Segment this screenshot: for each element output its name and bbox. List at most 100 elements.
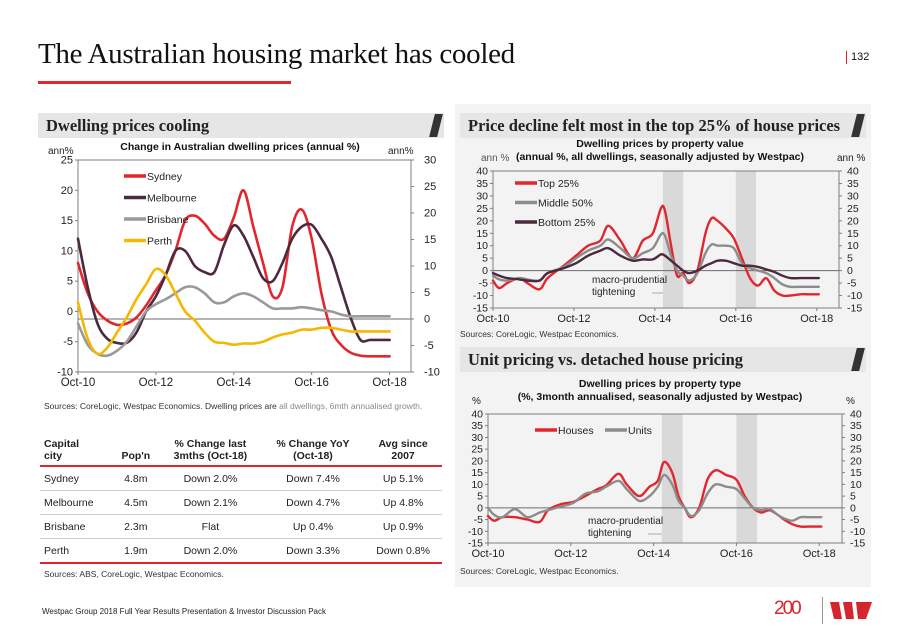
table-row: Perth 1.9m Down 2.0% Down 3.3% Down 0.8% xyxy=(40,538,442,564)
legend-label: Bottom 25% xyxy=(538,217,595,229)
section-header-unit-vs-house: Unit pricing vs. detached house pricing xyxy=(460,347,866,372)
city-price-table: Capital city Pop'n % Change last 3mths (Oc… xyxy=(40,436,442,564)
x-tick-label: Oct-10 xyxy=(476,313,509,325)
chart3-right-unit: % xyxy=(846,396,855,407)
y-tick-label-left: 5 xyxy=(67,276,73,288)
y-tick-label-left: 10 xyxy=(471,479,483,491)
y-tick-label-right: 5 xyxy=(424,287,430,299)
y-tick-label-left: 20 xyxy=(61,185,73,197)
x-tick-label: Oct-10 xyxy=(471,548,504,560)
chart1-title: Change in Australian dwelling prices (an… xyxy=(120,141,360,153)
y-tick-label-left: 20 xyxy=(476,215,488,227)
header-slash-icon xyxy=(429,114,443,137)
table-header-row: Capital city Pop'n % Change last 3mths (Oc… xyxy=(40,436,442,467)
y-tick-label-left: -15 xyxy=(468,538,483,550)
y-tick-label-left: 15 xyxy=(471,467,483,479)
x-tick-label: Oct-14 xyxy=(638,313,671,325)
y-tick-label-right: 15 xyxy=(847,228,859,240)
y-tick-label-left: -15 xyxy=(473,303,488,315)
shaded-period xyxy=(735,171,757,308)
header-slash-icon xyxy=(851,348,865,371)
y-tick-label-right: 35 xyxy=(847,178,859,190)
y-tick-label-left: -5 xyxy=(63,336,73,348)
series-line-brisbane xyxy=(76,285,391,358)
chart3-source: Sources: CoreLogic, Westpac Economics. xyxy=(460,566,619,576)
header-population: Pop'n xyxy=(112,436,160,467)
cell-city: Perth xyxy=(40,538,113,564)
legend-label: Houses xyxy=(558,425,594,437)
series-line-perth xyxy=(76,267,391,356)
y-tick-label-right: -5 xyxy=(424,340,434,352)
chart1-source-light: all dwellings, 6mth annualised growth. xyxy=(279,401,423,411)
cell-population: 4.8m xyxy=(112,466,160,491)
y-tick-label-left: 25 xyxy=(61,155,73,167)
y-tick-label-left: -10 xyxy=(57,367,73,379)
cell-population: 1.9m xyxy=(112,538,160,564)
chart2-subtitle: (annual %, all dwellings, seasonally adj… xyxy=(515,151,805,163)
y-tick-label-right: 0 xyxy=(424,314,430,326)
table-source: Sources: ABS, CoreLogic, Westpac Economi… xyxy=(44,569,224,579)
y-tick-label-left: 40 xyxy=(471,409,483,421)
y-tick-label-right: -15 xyxy=(850,538,865,550)
cell-change-3m: Flat xyxy=(159,514,262,539)
chart1-left-unit: ann% xyxy=(48,146,74,157)
section-header-text: Price decline felt most in the top 25% o… xyxy=(468,116,841,135)
x-tick-label: Oct-18 xyxy=(803,548,836,560)
y-tick-label-right: 10 xyxy=(847,240,859,252)
legend-label: Middle 50% xyxy=(538,198,593,210)
x-tick-label: Oct-14 xyxy=(217,377,252,389)
legend-label: Brisbane xyxy=(147,214,189,226)
y-tick-label-right: 20 xyxy=(850,455,862,467)
cell-avg-since-2007: Up 0.9% xyxy=(364,514,442,539)
shaded-period xyxy=(662,171,684,308)
series-line-units xyxy=(486,473,823,522)
y-tick-label-left: 40 xyxy=(476,166,488,178)
x-tick-label: Oct-10 xyxy=(61,377,96,389)
chart2-title-line1: Dwelling prices by property value xyxy=(576,138,744,150)
cell-change-yoy: Up 0.4% xyxy=(261,514,365,539)
header-change-3m: % Change last 3mths (Oct-18) xyxy=(159,436,262,467)
footer-text: Westpac Group 2018 Full Year Results Pre… xyxy=(42,607,326,616)
cell-change-yoy: Down 7.4% xyxy=(261,466,365,491)
table-row: Melbourne 4.5m Down 2.1% Down 4.7% Up 4.8% xyxy=(40,490,442,515)
y-tick-label-right: -5 xyxy=(850,514,859,526)
y-tick-label-left: 15 xyxy=(61,215,73,227)
y-tick-label-left: 35 xyxy=(476,178,488,190)
legend-label: Sydney xyxy=(147,171,183,183)
y-tick-label-left: 15 xyxy=(476,228,488,240)
cell-avg-since-2007: Up 4.8% xyxy=(364,490,442,515)
y-tick-label-right: -10 xyxy=(850,526,865,538)
header-slash-icon xyxy=(851,114,865,137)
y-tick-label-left: 0 xyxy=(482,265,488,277)
legend-label: Perth xyxy=(147,236,172,248)
annotation-text: tightening xyxy=(592,287,635,298)
cell-city: Sydney xyxy=(40,466,113,491)
chart1-right-unit: ann% xyxy=(388,146,414,157)
cell-city: Melbourne xyxy=(40,490,113,515)
y-tick-label-left: 25 xyxy=(471,444,483,456)
page-number: 132 xyxy=(846,51,869,64)
y-tick-label-right: -10 xyxy=(424,367,440,379)
logo-divider xyxy=(822,597,823,624)
y-tick-label-left: 10 xyxy=(476,240,488,252)
series-line-bottom-25- xyxy=(491,246,820,283)
westpac-w-logo-icon xyxy=(830,602,872,619)
y-tick-label-right: 25 xyxy=(850,444,862,456)
y-tick-label-left: -10 xyxy=(473,290,488,302)
y-tick-label-left: -5 xyxy=(474,514,483,526)
cell-avg-since-2007: Down 0.8% xyxy=(364,538,442,564)
y-tick-label-right: 0 xyxy=(850,502,856,514)
section-header-text: Dwelling prices cooling xyxy=(46,116,210,135)
x-tick-label: Oct-16 xyxy=(720,548,753,560)
y-tick-label-right: 20 xyxy=(847,215,859,227)
cell-change-3m: Down 2.1% xyxy=(159,490,262,515)
y-tick-label-left: -10 xyxy=(468,526,483,538)
y-tick-label-right: 10 xyxy=(850,479,862,491)
y-tick-label-left: 20 xyxy=(471,455,483,467)
y-tick-label-right: -15 xyxy=(847,303,862,315)
x-tick-label: Oct-12 xyxy=(557,313,590,325)
cell-change-yoy: Down 3.3% xyxy=(261,538,365,564)
y-tick-label-right: 10 xyxy=(424,261,436,273)
y-tick-label-right: 40 xyxy=(850,409,862,421)
